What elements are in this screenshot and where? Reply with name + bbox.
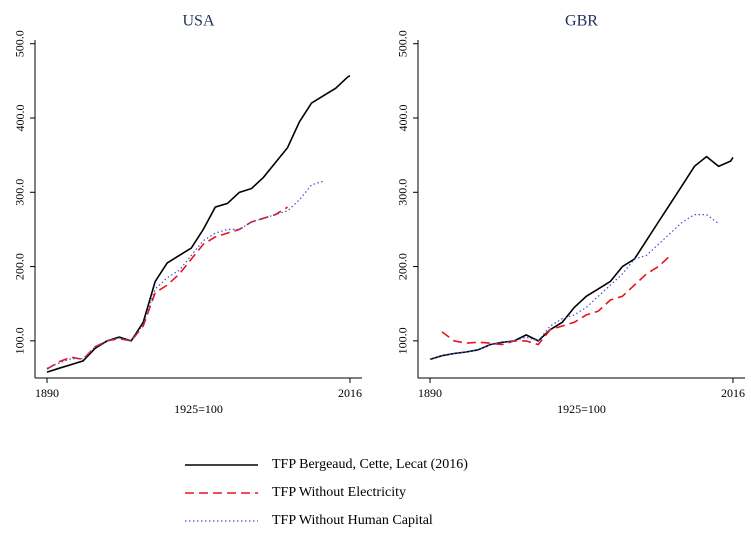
y-tick-label: 400.0 xyxy=(396,105,410,132)
x-tick-label: 1890 xyxy=(418,386,442,400)
chart-title: USA xyxy=(182,13,214,30)
y-tick-label: 200.0 xyxy=(396,253,410,280)
series-line xyxy=(429,155,734,361)
x-tick-label: 1890 xyxy=(35,386,59,400)
y-tick-label: 500.0 xyxy=(13,30,27,57)
legend-label: TFP Bergeaud, Cette, Lecat (2016) xyxy=(272,457,468,472)
y-tick-label: 500.0 xyxy=(396,30,410,57)
series-line xyxy=(46,206,288,370)
y-tick-label: 300.0 xyxy=(13,179,27,206)
x-axis-label: 1925=100 xyxy=(174,402,223,416)
y-tick-label: 100.0 xyxy=(396,327,410,354)
series-line xyxy=(46,180,324,369)
series-line xyxy=(46,75,351,373)
series-line xyxy=(429,214,719,360)
series-line xyxy=(441,254,672,346)
y-tick-label: 400.0 xyxy=(13,105,27,132)
chart-title: GBR xyxy=(565,13,598,30)
y-tick-label: 200.0 xyxy=(13,253,27,280)
y-tick-label: 300.0 xyxy=(396,179,410,206)
y-tick-label: 100.0 xyxy=(13,327,27,354)
legend-label: TFP Without Electricity xyxy=(272,485,406,500)
x-axis-label: 1925=100 xyxy=(557,402,606,416)
legend-label: TFP Without Human Capital xyxy=(272,513,433,528)
x-tick-label: 2016 xyxy=(721,386,745,400)
x-tick-label: 2016 xyxy=(338,386,362,400)
